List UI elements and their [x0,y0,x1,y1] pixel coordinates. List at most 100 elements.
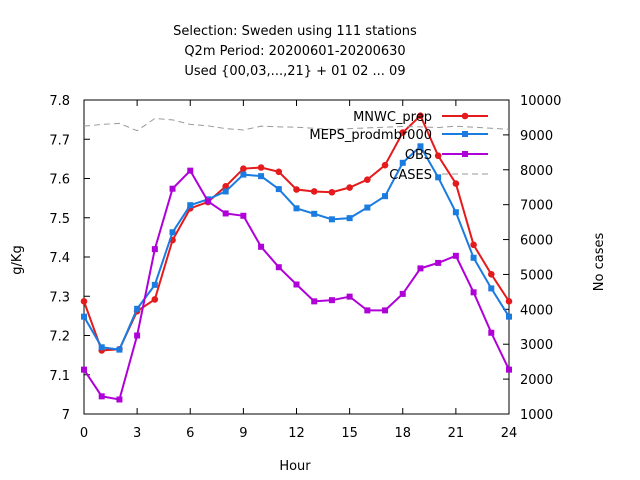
legend-label: MNWC_prep [353,110,432,125]
data-point-obs [311,298,318,305]
legend-marker [462,151,468,157]
data-point-mnwc_prep [364,176,371,183]
y2-tick-label: 2000 [520,373,553,388]
data-point-meps_prodmbr000 [417,143,424,150]
x-tick-label: 12 [288,426,305,441]
data-point-obs [293,281,300,288]
data-point-meps_prodmbr000 [382,193,389,200]
data-point-obs [151,246,158,253]
y-tick-label: 7.4 [49,251,70,266]
y-tick-label: 7.2 [49,330,70,345]
legend-label: OBS [405,148,432,163]
y-axis-label: g/Kg [10,245,25,274]
data-point-mnwc_prep [328,188,336,196]
data-point-mnwc_prep [346,184,353,191]
y2-tick-label: 8000 [520,164,553,179]
y2-tick-label: 7000 [520,199,553,214]
data-point-meps_prodmbr000 [258,173,265,180]
y-tick-label: 7 [62,408,70,423]
data-point-obs [506,366,512,373]
data-point-meps_prodmbr000 [470,254,477,261]
data-point-meps_prodmbr000 [222,188,229,195]
data-point-obs [116,396,123,403]
title-line-1: Selection: Sweden using 111 stations [173,24,417,39]
y2-tick-label: 9000 [520,129,553,144]
data-point-obs [417,265,424,272]
data-point-obs [240,212,247,219]
data-point-meps_prodmbr000 [328,216,335,223]
y-tick-label: 7.1 [49,369,70,384]
data-point-meps_prodmbr000 [506,313,512,320]
x-tick-label: 15 [341,426,358,441]
data-point-obs [470,289,477,296]
chart-title: Selection: Sweden using 111 stations Q2m… [173,24,417,79]
data-point-obs [399,290,406,297]
x-axis-label: Hour [279,459,311,474]
data-point-obs [81,366,87,373]
data-point-mnwc_prep [257,164,265,171]
series-line-mnwc_prep [83,113,510,352]
data-point-mnwc_prep [381,161,389,169]
data-point-meps_prodmbr000 [311,210,318,217]
series-line-meps_prodmbr000 [83,144,510,351]
series-line-cases [83,117,510,132]
data-point-obs [169,185,176,192]
data-point-mnwc_prep [452,180,460,187]
data-point-mnwc_prep [275,168,283,176]
x-tick-label: 6 [186,426,194,441]
data-point-obs [275,264,282,271]
plot-frame [83,99,510,415]
y2-tick-label: 4000 [520,303,553,318]
x-tick-label: 9 [239,426,247,441]
data-point-mnwc_prep [417,112,424,119]
data-point-meps_prodmbr000 [151,281,158,288]
data-point-meps_prodmbr000 [399,159,406,166]
data-point-mnwc_prep [434,152,442,160]
data-point-meps_prodmbr000 [116,346,123,353]
data-point-obs [452,252,459,259]
y-tick-label: 7.6 [49,173,70,188]
data-point-obs [364,307,371,314]
data-point-mnwc_prep [399,129,407,136]
data-point-meps_prodmbr000 [364,204,371,211]
title-line-3: Used {00,03,...,21} + 01 02 ... 09 [184,64,405,79]
x-tick-label: 21 [448,426,465,441]
data-point-obs [435,259,442,266]
data-point-mnwc_prep [310,188,318,195]
x-tick-label: 24 [501,426,518,441]
y2-axis-label: No cases [592,233,607,292]
data-point-meps_prodmbr000 [187,202,194,209]
data-point-meps_prodmbr000 [275,186,282,193]
data-point-mnwc_prep [80,298,88,305]
title-line-2: Q2m Period: 20200601-20200630 [184,44,405,59]
data-point-meps_prodmbr000 [293,205,300,212]
data-point-meps_prodmbr000 [81,313,87,320]
x-tick-label: 0 [80,426,88,441]
data-point-meps_prodmbr000 [169,229,176,236]
y-tick-label: 7.5 [49,212,70,227]
data-point-meps_prodmbr000 [98,344,105,351]
data-point-mnwc_prep [470,241,477,249]
data-point-obs [134,332,141,339]
data-point-obs [222,210,229,217]
data-point-obs [204,198,211,205]
y2-tick-label: 10000 [520,94,561,109]
data-point-meps_prodmbr000 [452,209,459,216]
data-point-mnwc_prep [240,165,247,172]
data-point-meps_prodmbr000 [240,171,247,178]
legend-label: CASES [389,168,432,183]
legend-marker [462,131,468,137]
data-point-mnwc_prep [151,296,159,303]
data-point-mnwc_prep [505,298,513,305]
data-point-obs [187,167,194,174]
y-tick-label: 7.8 [49,94,70,109]
data-point-meps_prodmbr000 [346,215,353,222]
data-point-meps_prodmbr000 [435,174,442,181]
data-point-mnwc_prep [293,186,300,193]
legend-marker [461,112,469,120]
data-point-obs [328,297,335,304]
x-tick-label: 18 [394,426,411,441]
y2-tick-label: 5000 [520,268,553,283]
legend: MNWC_prep MEPS_prodmbr000 OBS CASES [309,110,488,183]
